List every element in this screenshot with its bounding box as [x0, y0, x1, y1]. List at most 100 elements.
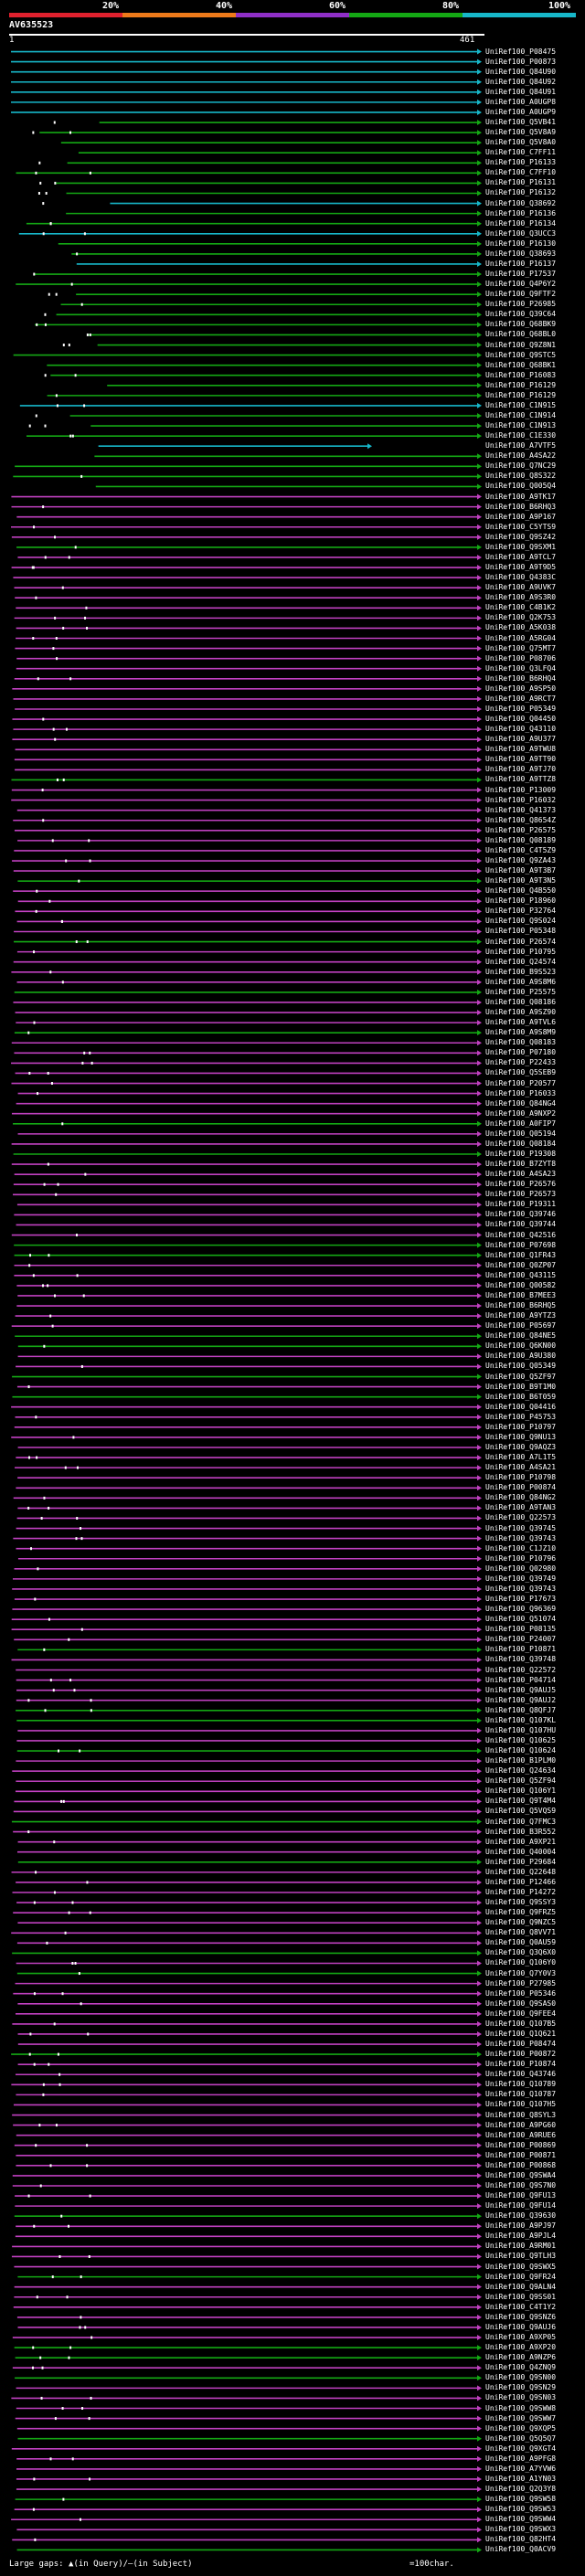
hit-accession-link[interactable]: UniRef100_P14272: [485, 1888, 557, 1896]
hit-accession-link[interactable]: UniRef100_Q7Y0V3: [485, 1968, 557, 1977]
hit-accession-link[interactable]: UniRef100_Q9T4M4: [485, 1797, 557, 1806]
hit-accession-link[interactable]: UniRef100_C4T5Z9: [485, 845, 557, 854]
hit-accession-link[interactable]: UniRef100_Q9SW53: [485, 2505, 557, 2514]
hit-accession-link[interactable]: UniRef100_B7ZYT8: [485, 1160, 557, 1169]
hit-accession-link[interactable]: UniRef100_P00873: [485, 57, 557, 66]
hit-accession-link[interactable]: UniRef100_P07180: [485, 1048, 557, 1057]
hit-accession-link[interactable]: UniRef100_Q39C64: [485, 310, 557, 319]
hit-accession-link[interactable]: UniRef100_P00871: [485, 2150, 557, 2159]
hit-accession-link[interactable]: UniRef100_A0UGP8: [485, 97, 557, 106]
hit-accession-link[interactable]: UniRef100_A9RUE6: [485, 2130, 557, 2139]
hit-accession-link[interactable]: UniRef100_Q24574: [485, 957, 557, 966]
hit-accession-link[interactable]: UniRef100_Q9SN00: [485, 2373, 557, 2382]
hit-accession-link[interactable]: UniRef100_A9TCL7: [485, 552, 557, 561]
hit-accession-link[interactable]: UniRef100_Q9SWX3: [485, 2525, 557, 2534]
hit-accession-link[interactable]: UniRef100_P10797: [485, 1422, 557, 1431]
hit-accession-link[interactable]: UniRef100_Q9SXM1: [485, 542, 557, 551]
hit-accession-link[interactable]: UniRef100_P08135: [485, 1625, 557, 1634]
hit-accession-link[interactable]: UniRef100_A9UVK7: [485, 583, 557, 592]
hit-accession-link[interactable]: UniRef100_P32764: [485, 906, 557, 916]
hit-accession-link[interactable]: UniRef100_A0FIP7: [485, 1118, 557, 1128]
hit-accession-link[interactable]: UniRef100_Q75MT7: [485, 643, 557, 652]
hit-accession-link[interactable]: UniRef100_Q39744: [485, 1220, 557, 1229]
hit-accession-link[interactable]: UniRef100_P05349: [485, 704, 557, 713]
hit-accession-link[interactable]: UniRef100_A7YVW6: [485, 2464, 557, 2473]
hit-accession-link[interactable]: UniRef100_Q51074: [485, 1615, 557, 1624]
hit-accession-link[interactable]: UniRef100_P13009: [485, 785, 557, 794]
hit-accession-link[interactable]: UniRef100_Q107HU: [485, 1725, 557, 1734]
hit-accession-link[interactable]: UniRef100_Q9SWA4: [485, 2170, 557, 2179]
hit-accession-link[interactable]: UniRef100_Q22648: [485, 1867, 557, 1876]
hit-accession-link[interactable]: UniRef100_Q04416: [485, 1402, 557, 1411]
hit-accession-link[interactable]: UniRef100_Q1FR43: [485, 1250, 557, 1259]
hit-accession-link[interactable]: UniRef100_Q9AUJ2: [485, 1695, 557, 1704]
hit-accession-link[interactable]: UniRef100_A9XP20: [485, 2343, 557, 2352]
hit-accession-link[interactable]: UniRef100_Q9SNZ6: [485, 2312, 557, 2321]
hit-accession-link[interactable]: UniRef100_Q4ZNQ9: [485, 2363, 557, 2372]
hit-accession-link[interactable]: UniRef100_Q3UCC3: [485, 228, 557, 238]
hit-accession-link[interactable]: UniRef100_Q24634: [485, 1766, 557, 1776]
hit-accession-link[interactable]: UniRef100_P22433: [485, 1058, 557, 1067]
hit-accession-link[interactable]: UniRef100_B6RHQ3: [485, 502, 557, 511]
hit-accession-link[interactable]: UniRef100_A4SA23: [485, 1170, 557, 1179]
hit-accession-link[interactable]: UniRef100_Q39748: [485, 1655, 557, 1664]
hit-accession-link[interactable]: UniRef100_Q9SN03: [485, 2393, 557, 2402]
hit-accession-link[interactable]: UniRef100_A9U377: [485, 735, 557, 744]
hit-accession-link[interactable]: UniRef100_Q8QFJ7: [485, 1705, 557, 1714]
hit-accession-link[interactable]: UniRef100_A4SA22: [485, 451, 557, 461]
hit-accession-link[interactable]: UniRef100_Q5ZF94: [485, 1776, 557, 1786]
hit-accession-link[interactable]: UniRef100_P16133: [485, 158, 557, 167]
hit-accession-link[interactable]: UniRef100_A4SA21: [485, 1463, 557, 1472]
hit-accession-link[interactable]: UniRef100_Q40004: [485, 1847, 557, 1856]
hit-accession-link[interactable]: UniRef100_B1PLM0: [485, 1756, 557, 1765]
hit-accession-link[interactable]: UniRef100_Q41373: [485, 805, 557, 814]
hit-accession-link[interactable]: UniRef100_A7L1T5: [485, 1453, 557, 1462]
hit-accession-link[interactable]: UniRef100_P24007: [485, 1635, 557, 1644]
hit-accession-link[interactable]: UniRef100_Q9AUJ5: [485, 1685, 557, 1694]
hit-accession-link[interactable]: UniRef100_Q39743: [485, 1584, 557, 1593]
hit-accession-link[interactable]: UniRef100_P10874: [485, 2060, 557, 2069]
hit-accession-link[interactable]: UniRef100_P16033: [485, 1088, 557, 1097]
hit-accession-link[interactable]: UniRef100_C1JZ10: [485, 1543, 557, 1553]
hit-accession-link[interactable]: UniRef100_A9S3R0: [485, 593, 557, 602]
hit-accession-link[interactable]: UniRef100_A9U380: [485, 1352, 557, 1361]
hit-accession-link[interactable]: UniRef100_Q9AQZ3: [485, 1442, 557, 1451]
hit-accession-link[interactable]: UniRef100_Q4B550: [485, 886, 557, 896]
hit-accession-link[interactable]: UniRef100_Q107KL: [485, 1715, 557, 1724]
hit-accession-link[interactable]: UniRef100_B9T1M0: [485, 1382, 557, 1391]
hit-accession-link[interactable]: UniRef100_P05346: [485, 1988, 557, 1998]
hit-accession-link[interactable]: UniRef100_Q84NG4: [485, 1098, 557, 1108]
hit-accession-link[interactable]: UniRef100_Q2K753: [485, 613, 557, 622]
hit-accession-link[interactable]: UniRef100_Q39745: [485, 1523, 557, 1532]
hit-accession-link[interactable]: UniRef100_Q9SWW8: [485, 2403, 557, 2412]
hit-accession-link[interactable]: UniRef100_Q8S322: [485, 472, 557, 481]
hit-accession-link[interactable]: UniRef100_P19308: [485, 1150, 557, 1158]
hit-accession-link[interactable]: UniRef100_P17537: [485, 270, 557, 279]
hit-accession-link[interactable]: UniRef100_Q9FRZ5: [485, 1908, 557, 1917]
hit-accession-link[interactable]: UniRef100_Q5ZF97: [485, 1372, 557, 1381]
hit-accession-link[interactable]: UniRef100_A9S8M9: [485, 1028, 557, 1037]
hit-accession-link[interactable]: UniRef100_B9S523: [485, 967, 557, 976]
hit-accession-link[interactable]: UniRef100_Q9ZA43: [485, 856, 557, 865]
hit-accession-link[interactable]: UniRef100_B6RHQ5: [485, 1301, 557, 1310]
hit-accession-link[interactable]: UniRef100_P17673: [485, 1595, 557, 1604]
hit-accession-link[interactable]: UniRef100_Q9ALN4: [485, 2282, 557, 2291]
hit-accession-link[interactable]: UniRef100_P20577: [485, 1078, 557, 1087]
hit-accession-link[interactable]: UniRef100_P00869: [485, 2140, 557, 2149]
hit-accession-link[interactable]: UniRef100_Q84U91: [485, 87, 557, 96]
hit-accession-link[interactable]: UniRef100_A9XP05: [485, 2333, 557, 2342]
hit-accession-link[interactable]: UniRef100_P19311: [485, 1200, 557, 1209]
hit-accession-link[interactable]: UniRef100_A9PFG8: [485, 2454, 557, 2463]
hit-accession-link[interactable]: UniRef100_Q9SAS0: [485, 1998, 557, 2008]
hit-accession-link[interactable]: UniRef100_A9TK17: [485, 492, 557, 501]
hit-accession-link[interactable]: UniRef100_Q02980: [485, 1564, 557, 1573]
hit-accession-link[interactable]: UniRef100_P10796: [485, 1553, 557, 1563]
hit-accession-link[interactable]: UniRef100_A9XP21: [485, 1837, 557, 1846]
hit-accession-link[interactable]: UniRef100_Q5Q5Q7: [485, 2433, 557, 2443]
hit-accession-link[interactable]: UniRef100_Q08189: [485, 835, 557, 844]
hit-accession-link[interactable]: UniRef100_Q107B5: [485, 2019, 557, 2028]
hit-accession-link[interactable]: UniRef100_A9TVL6: [485, 1018, 557, 1027]
hit-accession-link[interactable]: UniRef100_A9PG60: [485, 2120, 557, 2129]
hit-accession-link[interactable]: UniRef100_B3R552: [485, 1827, 557, 1836]
hit-accession-link[interactable]: UniRef100_Q84U90: [485, 67, 557, 76]
